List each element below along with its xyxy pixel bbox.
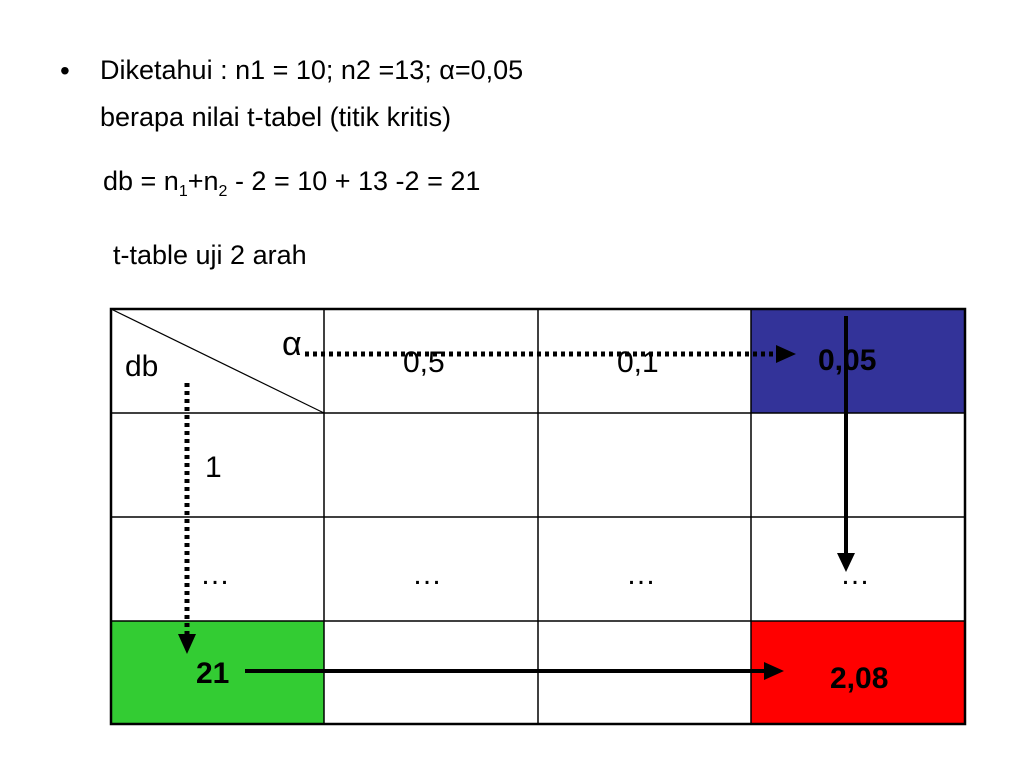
ellipsis-col-005: … <box>840 558 870 591</box>
alpha-column-arrow-head <box>837 553 855 572</box>
ellipsis-db: … <box>200 558 230 591</box>
db-label: db <box>125 350 159 383</box>
alpha-005-cell <box>751 309 965 413</box>
alpha-header-01: 0,1 <box>617 346 659 379</box>
ellipsis-col-05: … <box>412 558 442 591</box>
corner-diagonal <box>110 308 325 414</box>
question-text: berapa nilai t-tabel (titik kritis) <box>100 102 452 132</box>
degrees-of-freedom-formula: db = n1+n2 - 2 = 10 + 13 -2 = 21 <box>103 166 481 200</box>
alpha-header-005: 0,05 <box>818 344 877 377</box>
result-cell <box>751 621 965 724</box>
row-21-arrow-head <box>764 662 784 680</box>
db-value-21: 21 <box>196 657 230 690</box>
db-value-1: 1 <box>205 451 222 484</box>
alpha-arrow-head <box>776 345 796 363</box>
given-values-text: Diketahui : n1 = 10; n2 =13; α=0,05 <box>100 55 524 85</box>
alpha-symbol: α <box>282 325 302 363</box>
bullet-marker: • <box>60 55 70 86</box>
ellipsis-col-01: … <box>626 558 656 591</box>
t-table-result-value: 2,08 <box>830 662 889 695</box>
db-arrow-head <box>178 634 196 654</box>
table-caption: t-table uji 2 arah <box>113 240 307 270</box>
alpha-header-05: 0,5 <box>403 346 445 379</box>
